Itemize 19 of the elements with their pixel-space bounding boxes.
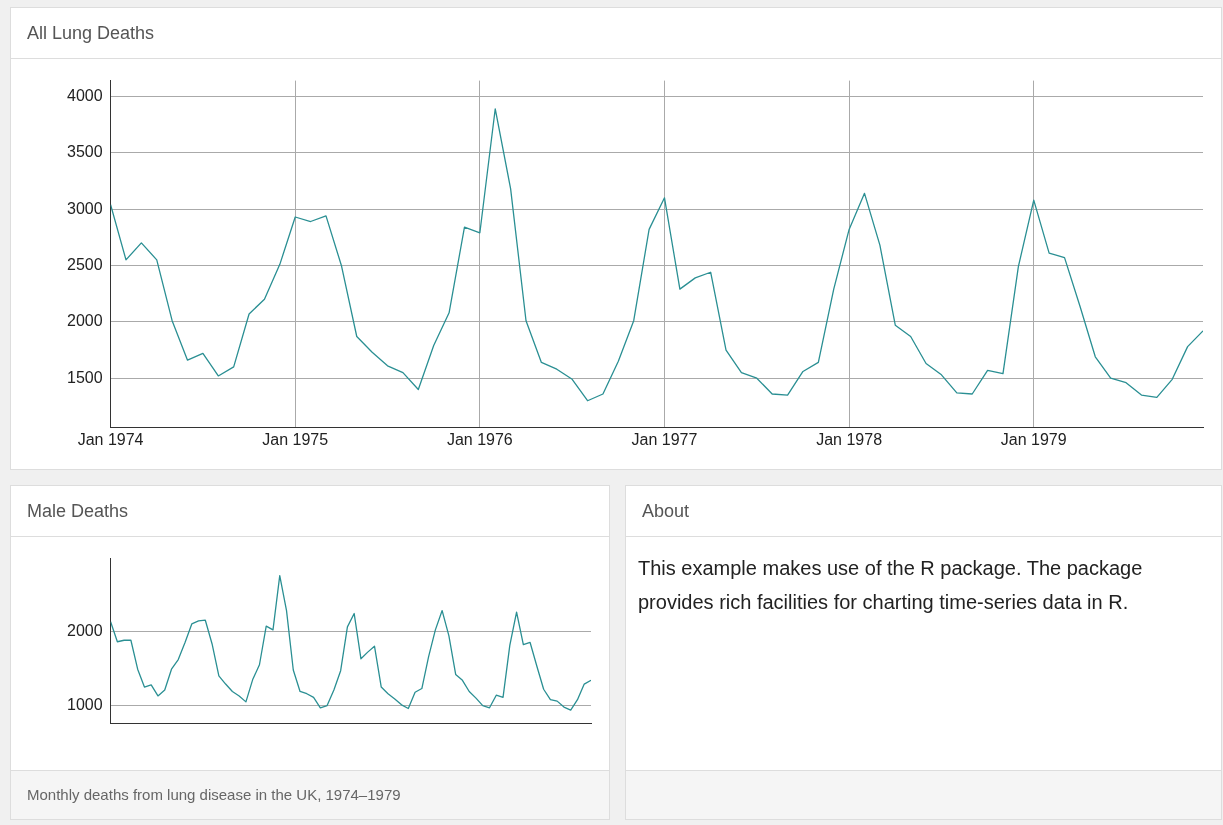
x-tick-label: Jan 1975 (262, 430, 329, 448)
y-tick-label: 1500 (67, 368, 103, 386)
y-tick-label: 3000 (67, 199, 103, 217)
y-tick-label: 1000 (67, 695, 103, 713)
y-tick-label: 3500 (67, 143, 103, 161)
x-tick-label: Jan 1978 (816, 430, 883, 448)
x-tick-label: Jan 1974 (77, 430, 144, 448)
text: About (626, 486, 1221, 537)
chart-title: All Lung Deaths (11, 8, 1221, 59)
text: Monthly deaths from lung disease in the UK, 1974–1979 (11, 770, 609, 819)
x-tick-label: Jan 1977 (631, 430, 698, 448)
x-tick-label: Jan 1979 (1000, 430, 1067, 448)
y-tick-label: 2500 (67, 255, 103, 273)
y-tick-label: 2000 (67, 621, 103, 639)
text: This example makes use of the R package. The package provides rich facilities for charting time-series data in R. (637, 556, 1144, 615)
chart-title: Male Deaths (11, 486, 609, 537)
x-tick-label: Jan 1976 (446, 430, 513, 448)
y-tick-label: 4000 (67, 86, 103, 104)
y-tick-label: 2000 (67, 312, 103, 330)
